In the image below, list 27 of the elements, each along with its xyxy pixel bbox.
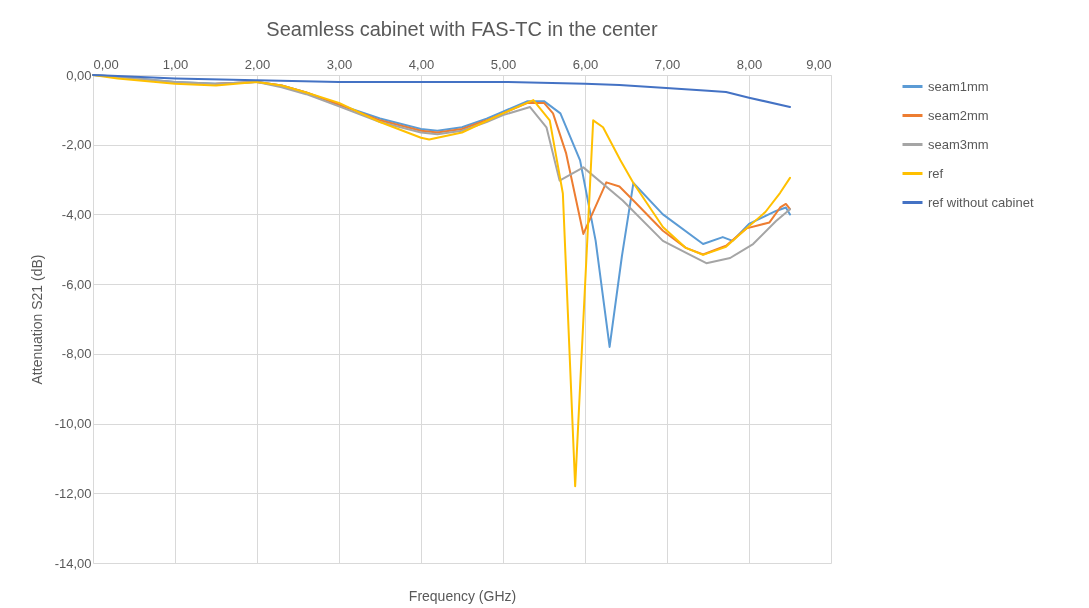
x-tick-label: 0,00	[93, 56, 119, 72]
legend-label: ref	[928, 165, 944, 181]
x-tick-label: 2,00	[244, 56, 271, 72]
x-tick-label: 7,00	[654, 56, 681, 72]
legend-label: seam3mm	[928, 136, 989, 152]
x-tick-label: 9,00	[806, 56, 832, 72]
legend-label: seam1mm	[928, 78, 989, 94]
legend-label: ref without cabinet	[928, 194, 1034, 210]
chart-title: Seamless cabinet with FAS-TC in the center	[266, 18, 658, 40]
x-tick-label: 6,00	[572, 56, 599, 72]
y-tick-label: -12,00	[54, 485, 92, 501]
x-tick-label: 3,00	[326, 56, 353, 72]
y-tick-label: -14,00	[54, 555, 92, 571]
x-axis-title: Frequency (GHz)	[408, 587, 517, 604]
line-series	[92, 74, 791, 109]
y-tick-label: -10,00	[54, 416, 92, 432]
y-tick-label: 0,00	[66, 67, 92, 83]
x-tick-label: 1,00	[162, 56, 189, 72]
x-tick-label: 5,00	[490, 56, 517, 72]
y-tick-label: -8,00	[61, 346, 92, 362]
y-axis-title: Attenuation S21 (dB)	[28, 254, 45, 385]
x-tick-label: 4,00	[408, 56, 435, 72]
x-tick-label: 8,00	[736, 56, 763, 72]
y-tick-label: -6,00	[61, 276, 92, 292]
y-tick-label: -4,00	[61, 206, 92, 222]
y-tick-label: -2,00	[61, 137, 92, 153]
legend-label: seam2mm	[928, 107, 989, 123]
